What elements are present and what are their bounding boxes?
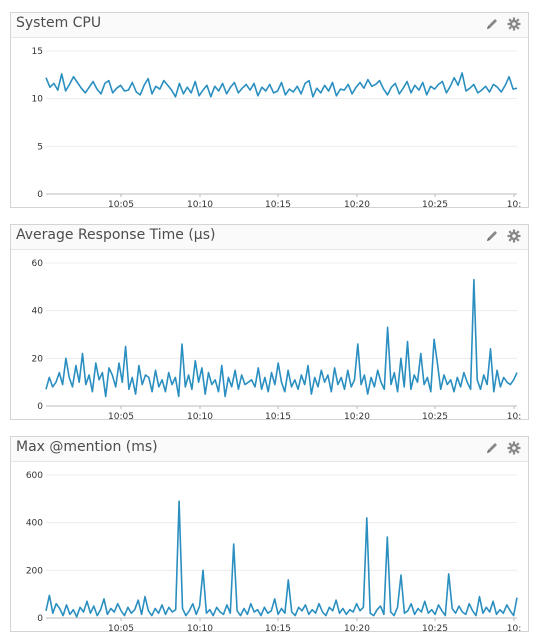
x-tick-label: 10:20: [344, 200, 370, 207]
x-tick-label: 10:10: [187, 624, 213, 631]
panel-header: System CPU: [11, 13, 528, 38]
x-tick-label: 10:05: [108, 412, 134, 419]
pencil-icon[interactable]: [484, 16, 500, 32]
x-tick-label: 10:05: [108, 624, 134, 631]
x-tick-label: 10:20: [344, 412, 370, 419]
x-tick-label: 10:25: [422, 200, 448, 207]
pencil-icon[interactable]: [484, 440, 500, 456]
panel-max-mention: Max @mention (ms) 0 200 400 600 10:05 10:10 10…: [10, 436, 529, 632]
x-tick-label: 10:25: [422, 412, 448, 419]
y-tick-label: 600: [26, 471, 43, 481]
x-tick-label: 10:05: [108, 200, 134, 207]
y-tick-label: 0: [37, 402, 43, 412]
x-tick-label: 10:: [507, 624, 521, 631]
panel-system-cpu: System CPU 0 5 10 15 10:05 10:10 10:15 10:20 10:…: [10, 12, 529, 208]
y-tick-label: 60: [32, 259, 44, 269]
x-tick-label: 10:15: [265, 624, 291, 631]
gear-icon[interactable]: [506, 228, 522, 244]
series-line: [45, 278, 518, 398]
y-tick-label: 15: [32, 47, 43, 57]
panel-title: Average Response Time (µs): [16, 227, 216, 243]
series-line: [45, 500, 518, 618]
x-tick-label: 10:: [507, 412, 521, 419]
chart-max-mention: 0 200 400 600 10:05 10:10 10:15 10:20 10:25 10:: [26, 471, 521, 631]
y-tick-label: 40: [32, 307, 44, 317]
y-tick-label: 20: [32, 354, 44, 364]
y-tick-label: 0: [37, 190, 43, 200]
y-tick-label: 200: [26, 566, 43, 576]
y-tick-label: 10: [32, 95, 44, 105]
x-tick-label: 10:15: [265, 200, 291, 207]
gear-icon[interactable]: [506, 16, 522, 32]
panel-header: Average Response Time (µs): [11, 225, 528, 250]
x-tick-label: 10:20: [344, 624, 370, 631]
x-tick-label: 10:10: [187, 412, 213, 419]
x-tick-label: 10:10: [187, 200, 213, 207]
chart-system-cpu: 0 5 10 15 10:05 10:10 10:15 10:20 10:25 10:: [32, 47, 522, 207]
x-tick-label: 10:25: [422, 624, 448, 631]
panel-title: System CPU: [16, 15, 102, 31]
panel-header: Max @mention (ms): [11, 437, 528, 462]
y-tick-label: 5: [37, 142, 43, 152]
series-line: [45, 72, 518, 98]
x-tick-label: 10:15: [265, 412, 291, 419]
pencil-icon[interactable]: [484, 228, 500, 244]
x-tick-label: 10:: [507, 200, 521, 207]
gear-icon[interactable]: [506, 440, 522, 456]
y-tick-label: 400: [26, 519, 43, 529]
panel-title: Max @mention (ms): [16, 439, 158, 455]
y-tick-label: 0: [37, 614, 43, 624]
panel-average-response-time: Average Response Time (µs) 0 20 40 60 10:05 1…: [10, 224, 529, 420]
chart-average-response-time: 0 20 40 60 10:05 10:10 10:15 10:20 10:25 10:: [32, 259, 522, 419]
